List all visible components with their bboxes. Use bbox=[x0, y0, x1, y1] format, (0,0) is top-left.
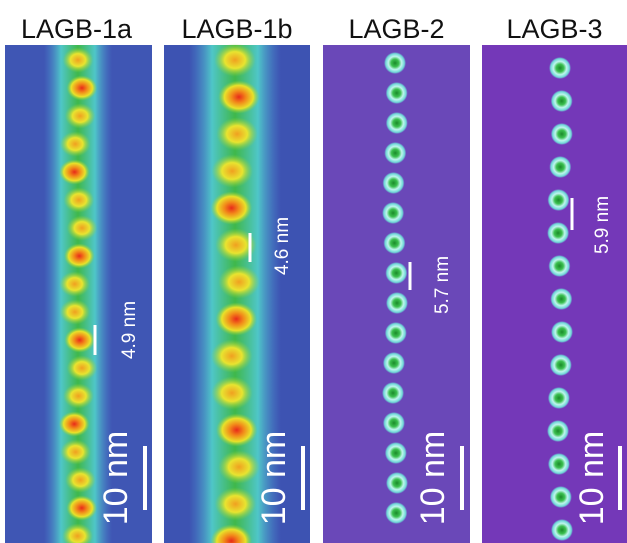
chain-spot bbox=[218, 80, 259, 113]
chain-spot bbox=[63, 47, 94, 72]
atom-spot bbox=[385, 322, 407, 344]
panel-title: LAGB-3 bbox=[506, 14, 602, 44]
atom-spot bbox=[549, 57, 571, 79]
atom-spot bbox=[386, 292, 408, 314]
atom-spot bbox=[384, 142, 406, 164]
chain-spot bbox=[64, 243, 95, 268]
panel-title: LAGB-1b bbox=[181, 14, 292, 44]
atom-spot bbox=[548, 453, 570, 475]
atom-spot bbox=[550, 288, 572, 310]
chain-spot bbox=[65, 467, 96, 492]
atom-spot bbox=[547, 189, 569, 211]
atom-spot bbox=[548, 387, 570, 409]
atom-spot bbox=[551, 321, 573, 343]
spacing-label: 5.9 nm bbox=[592, 196, 613, 254]
chain-spot bbox=[211, 339, 252, 372]
atom-spot bbox=[551, 123, 573, 145]
chain-spot bbox=[64, 187, 95, 212]
chain-spot bbox=[218, 450, 259, 483]
chain-spot bbox=[215, 487, 256, 520]
scale-label: 10 nm bbox=[573, 431, 611, 526]
chain-spot bbox=[218, 265, 259, 298]
chain-spot bbox=[212, 154, 253, 187]
atom-spot bbox=[382, 202, 404, 224]
atom-spot bbox=[385, 262, 407, 284]
chain-spot bbox=[214, 43, 255, 76]
chain-spot bbox=[60, 299, 91, 324]
atom-spot bbox=[386, 472, 408, 494]
chain-spot bbox=[59, 411, 90, 436]
atom-spot bbox=[548, 255, 570, 277]
chain-spot bbox=[65, 103, 96, 128]
atom-spot bbox=[384, 52, 406, 74]
atom-spot bbox=[551, 519, 573, 541]
scale-label: 10 nm bbox=[414, 431, 452, 526]
chain-spot bbox=[59, 271, 90, 296]
chain-spot bbox=[64, 327, 95, 352]
chain-spot bbox=[60, 439, 91, 464]
chain-spot bbox=[59, 159, 90, 184]
atom-spot bbox=[550, 486, 572, 508]
spacing-label: 5.7 nm bbox=[432, 256, 453, 314]
figure: LAGB-1a 4.9 nm 10 nm LAGB-1b 4.6 nm 10 nm LAGB… bbox=[0, 0, 627, 543]
panel-title: LAGB-1a bbox=[21, 14, 133, 44]
atom-spot bbox=[386, 112, 408, 134]
atom-spot bbox=[383, 232, 405, 254]
atom-spot bbox=[547, 222, 569, 244]
atom-spot bbox=[383, 352, 405, 374]
scale-label: 10 nm bbox=[97, 431, 135, 526]
atom-spot bbox=[549, 156, 571, 178]
atom-spot bbox=[385, 502, 407, 524]
chain-spot bbox=[67, 75, 98, 100]
atom-spot bbox=[383, 412, 405, 434]
scale-label: 10 nm bbox=[255, 431, 293, 526]
atom-spot bbox=[550, 354, 572, 376]
atom-spot bbox=[382, 172, 404, 194]
spacing-label: 4.6 nm bbox=[272, 217, 293, 275]
chain-spot bbox=[66, 495, 97, 520]
chain-spot bbox=[63, 383, 94, 408]
atom-spot bbox=[385, 442, 407, 464]
atom-spot bbox=[551, 90, 573, 112]
chain-spot bbox=[67, 355, 98, 380]
atom-spot bbox=[547, 420, 569, 442]
chain-spot bbox=[216, 413, 257, 446]
atom-spot bbox=[386, 82, 408, 104]
chain-spot bbox=[67, 215, 98, 240]
chain-spot bbox=[216, 302, 257, 335]
chain-spot bbox=[211, 376, 252, 409]
atom-spot bbox=[382, 382, 404, 404]
panel-title: LAGB-2 bbox=[348, 14, 444, 44]
spacing-label: 4.9 nm bbox=[119, 301, 140, 359]
chain-spot bbox=[60, 131, 91, 156]
chain-spot bbox=[211, 191, 252, 224]
chain-spot bbox=[216, 117, 257, 150]
